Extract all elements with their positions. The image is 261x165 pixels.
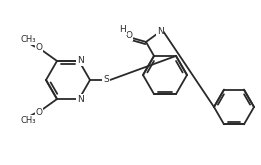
Text: O: O <box>126 32 133 40</box>
Text: O: O <box>35 43 43 52</box>
Text: S: S <box>103 76 109 84</box>
Text: N: N <box>157 27 163 36</box>
Text: O: O <box>35 108 43 116</box>
Text: CH₃: CH₃ <box>20 35 36 44</box>
Text: N: N <box>77 95 83 104</box>
Text: H: H <box>120 25 126 34</box>
Text: N: N <box>77 56 83 66</box>
Text: CH₃: CH₃ <box>20 115 36 125</box>
